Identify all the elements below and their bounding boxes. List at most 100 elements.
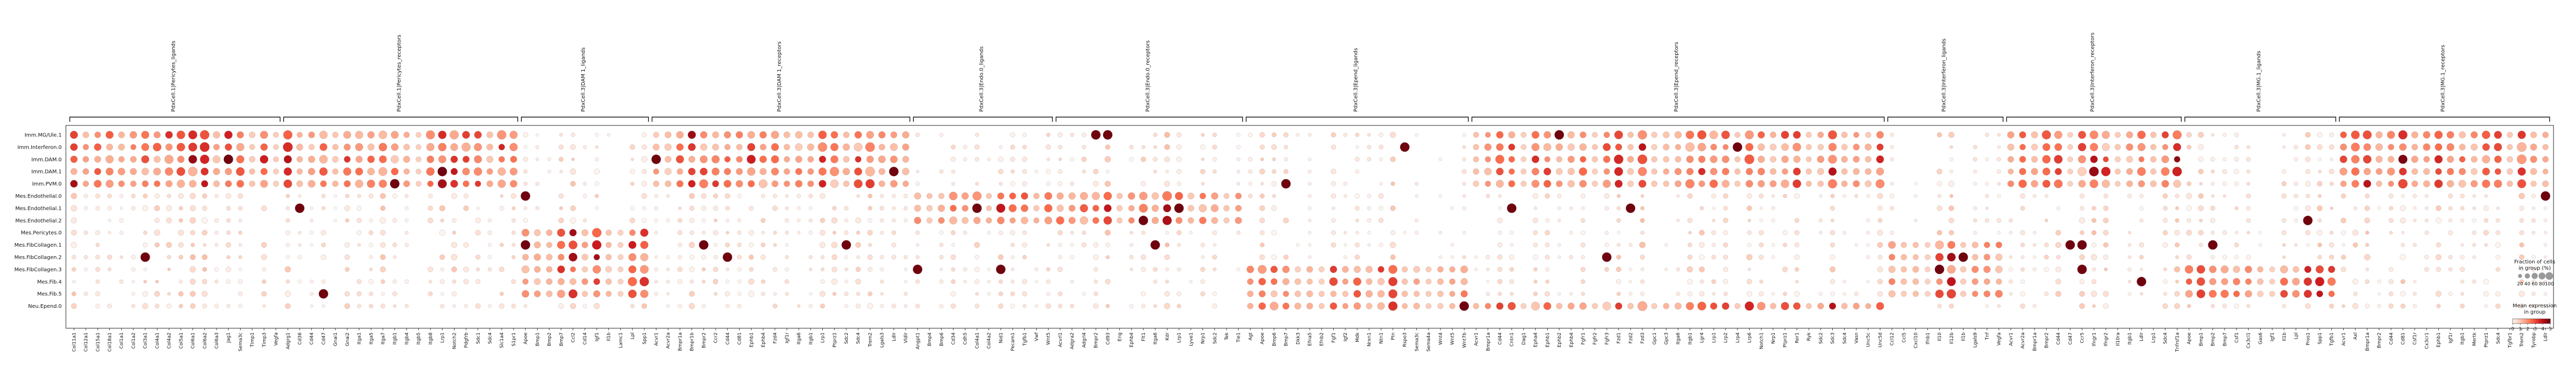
gene-label: Col1a2 bbox=[131, 332, 137, 349]
gene-label: Col4a2 bbox=[987, 332, 992, 349]
expression-dot bbox=[844, 280, 848, 284]
expression-dot bbox=[2519, 218, 2524, 223]
expression-dot bbox=[462, 156, 470, 163]
expression-dot bbox=[761, 279, 765, 284]
expression-dot bbox=[2186, 205, 2192, 211]
expression-dot bbox=[1437, 291, 1444, 297]
expression-dot bbox=[1508, 131, 1515, 139]
size-legend-dot bbox=[2525, 273, 2530, 279]
gene-label: Bmp1 bbox=[535, 332, 540, 346]
expression-dot bbox=[1473, 303, 1479, 309]
expression-dot bbox=[498, 156, 505, 163]
size-legend-label: 100 bbox=[2545, 282, 2554, 287]
expression-dot bbox=[2137, 167, 2146, 176]
expression-dot bbox=[283, 130, 293, 140]
gene-label: Cx3cl1 bbox=[2246, 332, 2252, 349]
expression-dot bbox=[2042, 167, 2050, 176]
expression-dot bbox=[344, 291, 350, 297]
expression-dot bbox=[260, 143, 268, 151]
expression-dot bbox=[2435, 205, 2442, 211]
expression-dot bbox=[2340, 131, 2347, 139]
expression-dot bbox=[701, 267, 706, 272]
expression-dot bbox=[2078, 131, 2086, 139]
expression-dot bbox=[1011, 243, 1015, 247]
expression-dot bbox=[214, 194, 219, 198]
expression-dot bbox=[583, 304, 587, 308]
expression-dot bbox=[1545, 255, 1550, 260]
expression-dot bbox=[1638, 143, 1647, 151]
expression-dot bbox=[1272, 194, 1276, 198]
expression-dot bbox=[2460, 193, 2465, 199]
expression-dot bbox=[367, 155, 375, 163]
expression-dot bbox=[2128, 255, 2131, 259]
expression-dot bbox=[1746, 205, 1752, 211]
gene-label: Nrp1 bbox=[1201, 332, 1206, 344]
expression-dot bbox=[1627, 168, 1634, 175]
expression-dot bbox=[1366, 303, 1372, 309]
expression-dot bbox=[867, 230, 873, 236]
expression-dot bbox=[1865, 180, 1872, 188]
expression-dot bbox=[426, 155, 434, 163]
expression-dot bbox=[1498, 206, 1502, 210]
expression-dot bbox=[2139, 242, 2144, 248]
expression-dot bbox=[2103, 217, 2109, 223]
group-bracket bbox=[283, 117, 518, 122]
expression-dot bbox=[2054, 143, 2062, 151]
gene-label: Sema4a bbox=[1426, 332, 1432, 352]
expression-dot bbox=[926, 217, 933, 224]
expression-dot bbox=[605, 229, 612, 236]
expression-dot bbox=[1640, 268, 1644, 271]
expression-dot bbox=[1640, 292, 1645, 296]
expression-dot bbox=[1627, 156, 1634, 163]
expression-dot bbox=[1153, 157, 1158, 162]
expression-dot bbox=[1747, 230, 1752, 235]
expression-dot bbox=[510, 193, 516, 199]
expression-dot bbox=[915, 304, 920, 308]
expression-dot bbox=[1712, 292, 1716, 296]
gene-label: Col5a1 bbox=[179, 332, 184, 349]
expression-dot bbox=[1543, 302, 1551, 310]
gene-label: Sdc2 bbox=[1212, 332, 1218, 344]
expression-dot bbox=[2544, 280, 2547, 283]
expression-dot bbox=[332, 180, 339, 187]
expression-dot bbox=[880, 304, 884, 308]
expression-dot bbox=[2544, 206, 2547, 210]
expression-dot bbox=[202, 193, 207, 199]
expression-dot bbox=[1876, 167, 1884, 176]
row-label: Mes.Fib.4 bbox=[37, 279, 62, 285]
expression-dot bbox=[640, 253, 649, 261]
expression-dot bbox=[1331, 230, 1336, 235]
expression-dot bbox=[310, 243, 313, 247]
expression-dot bbox=[1091, 130, 1101, 140]
expression-dot bbox=[2388, 180, 2394, 187]
expression-dot bbox=[1686, 155, 1694, 163]
expression-dot bbox=[536, 133, 539, 136]
expression-dot bbox=[524, 206, 528, 210]
expression-dot bbox=[153, 143, 162, 152]
expression-dot bbox=[844, 206, 849, 211]
expression-dot bbox=[832, 254, 837, 260]
expression-dot bbox=[309, 230, 314, 235]
expression-dot bbox=[1544, 167, 1551, 176]
expression-dot bbox=[2472, 243, 2476, 247]
gene-label: Ifngr2 bbox=[2104, 332, 2109, 347]
expression-dot bbox=[939, 169, 944, 174]
expression-dot bbox=[2460, 292, 2464, 296]
gene-label: Vegfa bbox=[274, 332, 279, 345]
gene-label: Ldlr bbox=[2139, 332, 2144, 341]
expression-dot bbox=[2398, 130, 2408, 140]
gene-label: Igf1r bbox=[2448, 332, 2454, 343]
gene-label: Dag1 bbox=[1522, 332, 1527, 345]
expression-dot bbox=[1580, 193, 1586, 199]
expression-dot bbox=[880, 292, 884, 296]
expression-dot bbox=[699, 155, 708, 164]
expression-dot bbox=[118, 131, 125, 139]
expression-dot bbox=[450, 143, 458, 151]
expression-dot bbox=[2222, 230, 2227, 235]
color-bar bbox=[2512, 318, 2551, 324]
expression-dot bbox=[1711, 193, 1716, 199]
expression-dot bbox=[2175, 194, 2180, 198]
expression-dot bbox=[1010, 181, 1015, 187]
expression-dot bbox=[974, 144, 980, 150]
expression-dot bbox=[1212, 230, 1217, 235]
